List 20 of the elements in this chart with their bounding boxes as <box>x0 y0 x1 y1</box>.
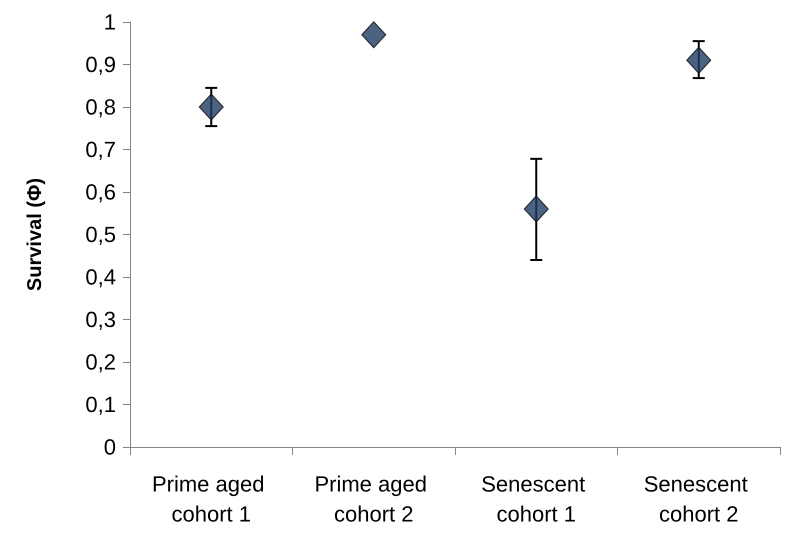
point <box>198 94 224 120</box>
y-tick-label: 1 <box>104 10 116 34</box>
y-tick-label: 0,8 <box>85 94 116 120</box>
point <box>524 196 549 222</box>
y-tick-label: 0,6 <box>85 180 116 204</box>
y-tick-label: 0 <box>104 434 116 460</box>
point <box>686 46 712 74</box>
x-tick-label: Senescent cohort 1 <box>481 472 592 526</box>
x-tick-label: Senescent cohort 2 <box>644 472 754 526</box>
y-tick-label: 0,4 <box>85 264 116 290</box>
y-tick-label: 0,9 <box>85 52 116 77</box>
y-tick-label: 0,5 <box>85 222 116 247</box>
y-tick-label: 0,3 <box>85 307 116 332</box>
y-tick-label: 0,1 <box>85 392 116 417</box>
y-tick-label: 0,2 <box>85 350 116 374</box>
point <box>361 21 386 48</box>
y-axis-title: Survival (Φ) <box>24 178 46 292</box>
y-tick-label: 0,7 <box>85 137 116 162</box>
x-tick-label: Prime aged cohort 2 <box>314 472 434 526</box>
x-tick-label: Prime aged cohort 1 <box>152 472 271 526</box>
